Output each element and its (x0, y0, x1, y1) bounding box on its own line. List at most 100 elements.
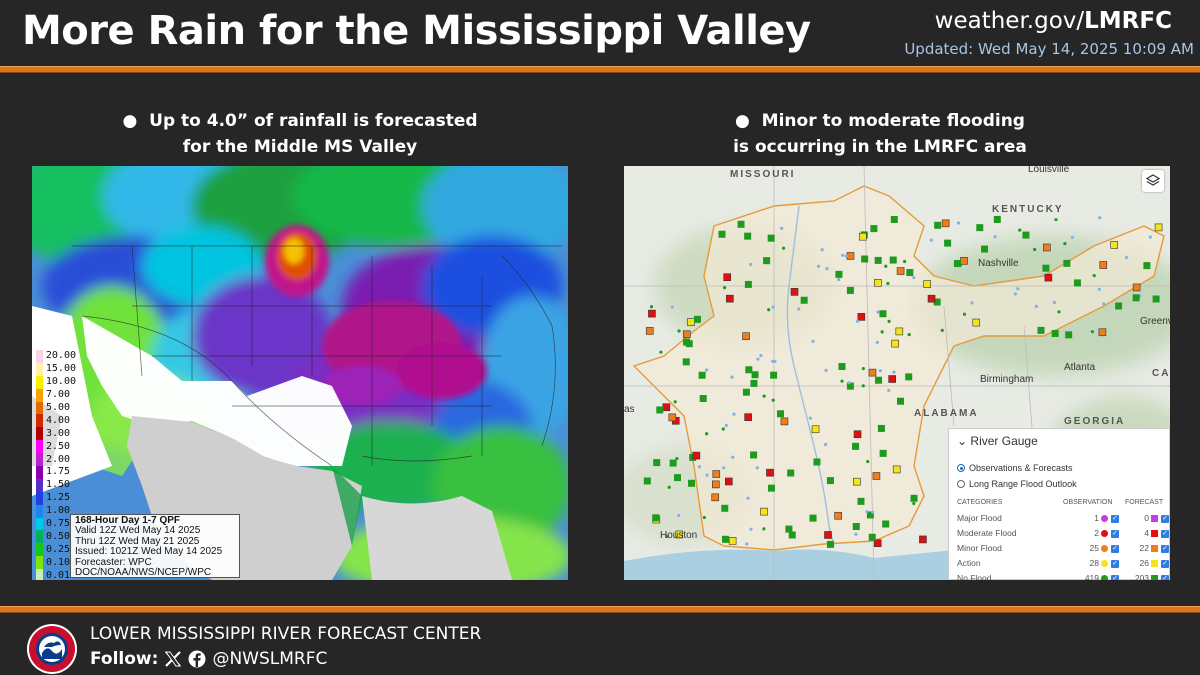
gauge-forecast-marker[interactable] (834, 511, 842, 520)
gauge-forecast-marker[interactable] (853, 430, 862, 439)
forecast-checkbox[interactable]: ✓ (1161, 544, 1169, 553)
gauge-forecast-marker[interactable] (692, 451, 701, 460)
radio-observations[interactable]: Observations & Forecasts (957, 463, 1073, 473)
gauge-point[interactable] (756, 357, 760, 361)
gauge-forecast-marker[interactable] (877, 424, 885, 432)
gauge-forecast-marker[interactable] (728, 537, 737, 545)
gauge-point[interactable] (884, 264, 888, 268)
gauge-forecast-marker[interactable] (826, 477, 834, 485)
gauge-point[interactable] (929, 238, 933, 242)
gauge-forecast-marker[interactable] (1098, 328, 1107, 337)
gauge-forecast-marker[interactable] (813, 458, 821, 466)
gauge-forecast-marker[interactable] (1099, 261, 1108, 269)
gauge-forecast-marker[interactable] (1115, 302, 1123, 310)
facebook-icon[interactable] (188, 650, 206, 668)
observation-checkbox[interactable]: ✓ (1111, 559, 1119, 568)
gauge-point[interactable] (875, 340, 879, 344)
gauge-forecast-marker[interactable] (718, 230, 726, 238)
observation-checkbox[interactable]: ✓ (1111, 544, 1119, 553)
gauge-point[interactable] (746, 496, 750, 500)
gauge-forecast-marker[interactable] (923, 280, 931, 288)
gauge-forecast-marker[interactable] (826, 540, 834, 548)
gauge-forecast-marker[interactable] (888, 375, 896, 383)
gauge-forecast-marker[interactable] (857, 313, 866, 321)
gauge-point[interactable] (861, 384, 865, 388)
gauge-forecast-marker[interactable] (1110, 241, 1118, 249)
gauge-forecast-marker[interactable] (645, 327, 654, 335)
gauge-forecast-marker[interactable] (858, 232, 867, 241)
gauge-point[interactable] (1148, 235, 1152, 239)
forecast-checkbox[interactable]: ✓ (1161, 574, 1169, 580)
gauge-forecast-marker[interactable] (698, 371, 706, 379)
gauge-point[interactable] (820, 248, 824, 252)
gauge-point[interactable] (1070, 235, 1074, 239)
gauge-forecast-marker[interactable] (745, 366, 753, 374)
gauge-point[interactable] (854, 532, 858, 536)
gauge-forecast-marker[interactable] (1143, 262, 1151, 270)
gauge-forecast-marker[interactable] (875, 376, 883, 384)
gauge-forecast-marker[interactable] (972, 318, 981, 327)
gauge-point[interactable] (847, 381, 851, 385)
gauge-forecast-marker[interactable] (643, 477, 651, 485)
gauge-forecast-marker[interactable] (653, 459, 661, 467)
gauge-point[interactable] (878, 369, 883, 373)
gauge-forecast-marker[interactable] (933, 298, 941, 306)
gauge-forecast-marker[interactable] (811, 425, 820, 434)
gauge-forecast-marker[interactable] (1154, 223, 1163, 232)
gauge-forecast-marker[interactable] (879, 449, 887, 457)
gauge-forecast-marker[interactable] (846, 286, 854, 294)
gauge-forecast-marker[interactable] (751, 371, 759, 379)
gauge-forecast-marker[interactable] (910, 494, 918, 502)
gauge-forecast-marker[interactable] (852, 442, 860, 450)
gauge-forecast-marker[interactable] (874, 279, 882, 287)
gauge-point[interactable] (824, 442, 828, 447)
gauge-forecast-marker[interactable] (896, 267, 905, 275)
gauge-forecast-marker[interactable] (744, 232, 752, 240)
gauge-point[interactable] (675, 457, 679, 461)
river-gauge-title[interactable]: ⌄ River Gauge (957, 434, 1038, 448)
gauge-forecast-marker[interactable] (776, 410, 784, 418)
gauge-point[interactable] (844, 254, 848, 258)
observation-checkbox[interactable]: ✓ (1111, 529, 1119, 538)
gauge-forecast-marker[interactable] (896, 397, 904, 405)
gauge-point[interactable] (755, 466, 759, 470)
gauge-point[interactable] (697, 465, 702, 469)
gauge-forecast-marker[interactable] (780, 417, 789, 426)
gauge-point[interactable] (1013, 292, 1018, 296)
gauge-forecast-marker[interactable] (1063, 259, 1071, 267)
gauge-point[interactable] (1018, 228, 1022, 232)
gauge-point[interactable] (731, 455, 735, 459)
gauge-forecast-marker[interactable] (712, 480, 720, 489)
gauge-forecast-marker[interactable] (787, 469, 795, 477)
gauge-point[interactable] (902, 259, 907, 264)
gauge-point[interactable] (730, 375, 734, 379)
gauge-forecast-marker[interactable] (1132, 294, 1140, 302)
gauge-point[interactable] (705, 368, 709, 372)
gauge-forecast-marker[interactable] (892, 465, 901, 474)
gauge-forecast-marker[interactable] (699, 395, 707, 403)
gauge-forecast-marker[interactable] (722, 535, 730, 543)
gauge-point[interactable] (705, 473, 709, 477)
gauge-forecast-marker[interactable] (1152, 295, 1160, 303)
gauge-point[interactable] (749, 262, 753, 267)
gauge-forecast-marker[interactable] (927, 294, 936, 303)
gauge-forecast-marker[interactable] (874, 256, 882, 264)
gauge-forecast-marker[interactable] (669, 459, 677, 467)
gauge-forecast-marker[interactable] (1044, 273, 1053, 282)
gauge-point[interactable] (1092, 273, 1096, 278)
forecast-checkbox[interactable]: ✓ (1161, 514, 1169, 523)
gauge-point[interactable] (993, 235, 997, 239)
gauge-forecast-marker[interactable] (882, 520, 890, 528)
gauge-forecast-marker[interactable] (742, 388, 750, 396)
gauge-forecast-marker[interactable] (960, 257, 968, 265)
gauge-forecast-marker[interactable] (852, 522, 860, 530)
gauge-point[interactable] (771, 359, 775, 363)
gauge-forecast-marker[interactable] (870, 225, 878, 233)
gauge-point[interactable] (723, 286, 727, 290)
x-icon[interactable] (164, 650, 182, 668)
gauge-forecast-marker[interactable] (767, 484, 775, 492)
gauge-forecast-marker[interactable] (711, 493, 720, 502)
gauge-forecast-marker[interactable] (846, 382, 854, 390)
gauge-point[interactable] (1016, 287, 1020, 291)
observation-checkbox[interactable]: ✓ (1111, 574, 1119, 580)
